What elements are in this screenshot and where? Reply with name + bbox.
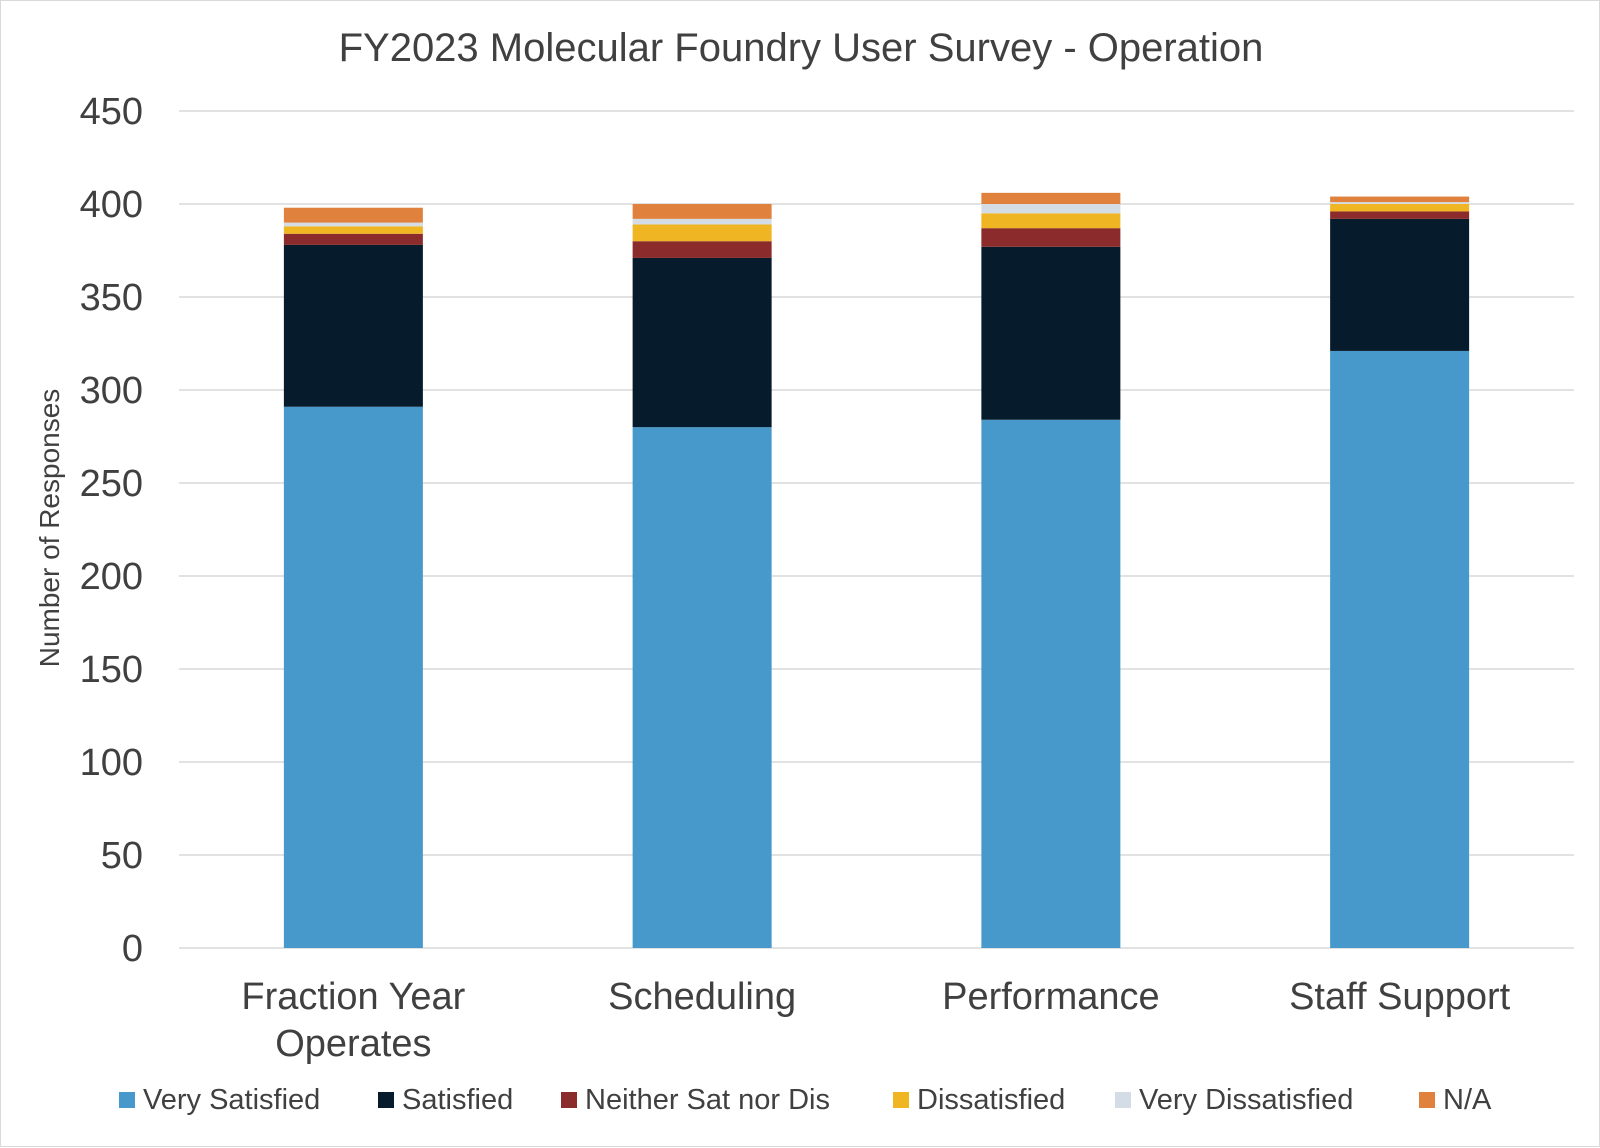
legend-swatch: [119, 1092, 135, 1108]
bar-segment: [632, 427, 772, 948]
legend-label: Dissatisfied: [917, 1084, 1065, 1116]
bar-segment: [283, 406, 423, 948]
y-tick-label: 350: [80, 277, 143, 319]
bar-segment: [283, 207, 423, 223]
legend: Very Satisfied Satisfied Neither Sat nor D…: [119, 1084, 1492, 1116]
legend-label: Neither Sat nor Dis: [585, 1084, 830, 1116]
x-category-label: Operates: [275, 1023, 431, 1065]
x-axis-categories: Fraction Year Operates Scheduling Performan…: [241, 976, 1510, 1065]
bar-segment: [632, 257, 772, 428]
chart-title: FY2023 Molecular Foundry User Survey - O…: [339, 26, 1264, 70]
legend-swatch: [1115, 1092, 1131, 1108]
bar-segment: [1330, 204, 1470, 212]
legend-label: Satisfied: [402, 1084, 513, 1116]
y-axis-label: Number of Responses: [34, 389, 65, 668]
bar-segment: [632, 224, 772, 242]
bar-segment: [1330, 196, 1470, 203]
bar-segment: [632, 204, 772, 219]
bar-segment: [1330, 202, 1470, 204]
bar-segment: [283, 244, 423, 407]
bar-segment: [981, 204, 1121, 214]
y-tick-label: 250: [80, 463, 143, 505]
legend-label: Very Dissatisfied: [1139, 1084, 1353, 1116]
x-category-label: Scheduling: [608, 976, 796, 1018]
bar-segment: [632, 241, 772, 258]
x-category-label: Fraction Year: [241, 976, 465, 1018]
y-tick-label: 450: [80, 91, 143, 133]
bar-segment: [1330, 211, 1470, 219]
y-tick-label: 300: [80, 370, 143, 412]
bar-segment: [981, 419, 1121, 948]
y-tick-label: 50: [101, 835, 143, 877]
legend-label: Very Satisfied: [143, 1084, 320, 1116]
y-tick-label: 150: [80, 649, 143, 691]
legend-swatch: [1419, 1092, 1435, 1108]
bar-segment: [981, 246, 1121, 420]
legend-swatch: [378, 1092, 394, 1108]
bar-segment: [981, 228, 1121, 247]
y-tick-label: 0: [122, 928, 143, 970]
y-tick-label: 100: [80, 742, 143, 784]
y-tick-label: 200: [80, 556, 143, 598]
bar-segment: [1330, 350, 1470, 948]
x-category-label: Performance: [942, 976, 1160, 1018]
bar-segment: [1330, 218, 1470, 351]
bar-segment: [981, 213, 1121, 229]
y-tick-label: 400: [80, 184, 143, 226]
bar-segment: [283, 233, 423, 245]
bar-segment: [283, 222, 423, 227]
bars: [283, 192, 1470, 948]
legend-swatch: [561, 1092, 577, 1108]
bar-segment: [632, 218, 772, 225]
bar-segment: [283, 226, 423, 234]
x-category-label: Staff Support: [1289, 976, 1511, 1018]
y-axis-ticks: 0 50 100 150 200 250 300 350 400 450: [80, 91, 143, 970]
bar-segment: [981, 192, 1121, 204]
legend-swatch: [893, 1092, 909, 1108]
legend-label: N/A: [1443, 1084, 1492, 1116]
